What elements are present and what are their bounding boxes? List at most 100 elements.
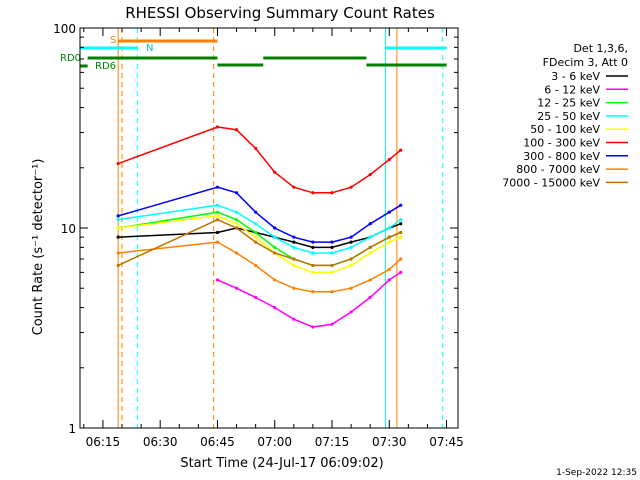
y-axis-label: Count Rate (s⁻¹ detector⁻¹) <box>31 159 46 336</box>
series-3-point-0 <box>116 218 120 222</box>
series-5-point-9 <box>368 172 372 177</box>
series-7-point-4 <box>273 278 277 282</box>
footer-date: 1-Sep-2022 12:35 <box>556 468 637 478</box>
series-3-point-2 <box>234 210 239 214</box>
series-4-point-8 <box>349 263 353 268</box>
y-tick-label-2: 100 <box>53 22 76 36</box>
series-5-point-4 <box>273 170 277 174</box>
series-2-point-2 <box>234 218 239 222</box>
plot-area: S N RD0 RD6 <box>60 28 447 428</box>
series-6-point-1 <box>215 185 220 189</box>
series-8-point-10 <box>387 235 391 239</box>
series-2-point-1 <box>215 210 220 214</box>
series-6-point-11 <box>399 203 403 207</box>
series-4-point-6 <box>311 270 315 274</box>
y-tick-label-0: 1 <box>68 422 76 436</box>
series-1-point-3 <box>273 305 277 310</box>
series-8-point-4 <box>273 251 277 255</box>
series-7-point-11 <box>399 257 403 261</box>
series-3-point-9 <box>368 235 372 239</box>
y-tick-label-1: 10 <box>61 222 76 236</box>
series-4-point-11 <box>399 235 403 239</box>
series-5-point-5 <box>292 185 296 189</box>
series-1-point-0 <box>215 278 220 282</box>
series-0-point-1 <box>215 230 220 235</box>
series-0-point-7 <box>330 245 334 249</box>
series-8-point-5 <box>292 257 296 261</box>
series-6-point-2 <box>234 191 239 195</box>
series-6-point-5 <box>292 235 296 239</box>
series-5-point-3 <box>254 146 258 151</box>
series-1-point-1 <box>234 286 239 290</box>
series-3-point-3 <box>254 222 258 226</box>
series-8-point-2 <box>234 226 239 230</box>
series-3-point-1 <box>215 203 220 207</box>
flag-label-rd0: RD0 <box>60 53 81 64</box>
series-line-7 <box>118 241 402 293</box>
series-3-point-6 <box>311 251 315 255</box>
series-1-point-2 <box>254 295 258 299</box>
series-4-point-10 <box>387 240 391 244</box>
x-tick-label-2: 06:45 <box>200 435 235 449</box>
series-1-point-6 <box>330 322 334 326</box>
chart-title: RHESSI Observing Summary Count Rates <box>125 4 435 22</box>
series-6-point-7 <box>330 240 334 244</box>
legend-label-7: 800 - 7000 keV <box>516 163 600 176</box>
series-5-point-8 <box>349 185 353 189</box>
series-8-point-7 <box>330 263 334 268</box>
flag-label-rd6: RD6 <box>95 61 116 72</box>
legend-label-8: 7000 - 15000 keV <box>502 176 600 189</box>
legend-header-line-2: FDecim 3, Att 0 <box>543 56 628 69</box>
x-tick-label-6: 07:45 <box>429 435 464 449</box>
series-1-point-8 <box>368 295 372 299</box>
series-6-point-4 <box>273 226 277 230</box>
series-7-point-7 <box>330 290 334 294</box>
series-0-point-6 <box>311 245 315 249</box>
series-line-3 <box>118 204 402 254</box>
series-6-point-10 <box>387 210 391 214</box>
series-8-point-6 <box>311 263 315 268</box>
series-6-point-6 <box>311 240 315 244</box>
legend-label-2: 12 - 25 keV <box>537 97 600 110</box>
series-3-point-8 <box>349 245 353 249</box>
series-5-point-1 <box>215 125 220 129</box>
series-4-point-0 <box>116 226 120 230</box>
series-5-point-2 <box>234 128 239 132</box>
series-line-6 <box>117 186 402 243</box>
series-2-point-3 <box>254 230 258 235</box>
series-8-point-1 <box>215 218 220 222</box>
series-7-point-0 <box>116 251 120 255</box>
series-3-point-7 <box>330 251 334 255</box>
legend-label-3: 25 - 50 keV <box>537 110 600 123</box>
series-4-point-5 <box>292 263 296 268</box>
series-1-point-4 <box>292 317 296 321</box>
legend-label-1: 6 - 12 keV <box>544 83 600 96</box>
x-tick-label-3: 07:00 <box>257 435 292 449</box>
series-6-point-8 <box>349 235 353 239</box>
series-0-point-5 <box>292 240 296 244</box>
legend-label-6: 300 - 800 keV <box>523 150 600 163</box>
series-6-point-9 <box>368 222 372 226</box>
series-1-point-7 <box>349 310 353 314</box>
series-7-point-5 <box>292 286 296 290</box>
series-5-point-0 <box>116 161 120 166</box>
series-0-point-11 <box>399 222 403 226</box>
series-5-point-7 <box>330 191 334 195</box>
series-0-point-0 <box>116 235 120 239</box>
series-8-point-3 <box>254 240 258 244</box>
series-5-point-11 <box>399 148 403 152</box>
series-1-point-10 <box>399 270 403 274</box>
series-1-point-5 <box>311 325 315 329</box>
legend-label-0: 3 - 6 keV <box>551 70 600 83</box>
series-6-point-0 <box>116 214 120 218</box>
series-8-point-9 <box>368 245 372 249</box>
flag-label-night: N <box>146 43 153 54</box>
x-tick-label-5: 07:30 <box>372 435 407 449</box>
series-4-point-7 <box>330 270 334 274</box>
series-7-point-6 <box>311 290 315 294</box>
series-4-point-2 <box>234 222 239 226</box>
series-0-point-8 <box>349 240 353 244</box>
flag-label-saa: S <box>110 35 116 46</box>
series-5-point-6 <box>311 191 315 195</box>
